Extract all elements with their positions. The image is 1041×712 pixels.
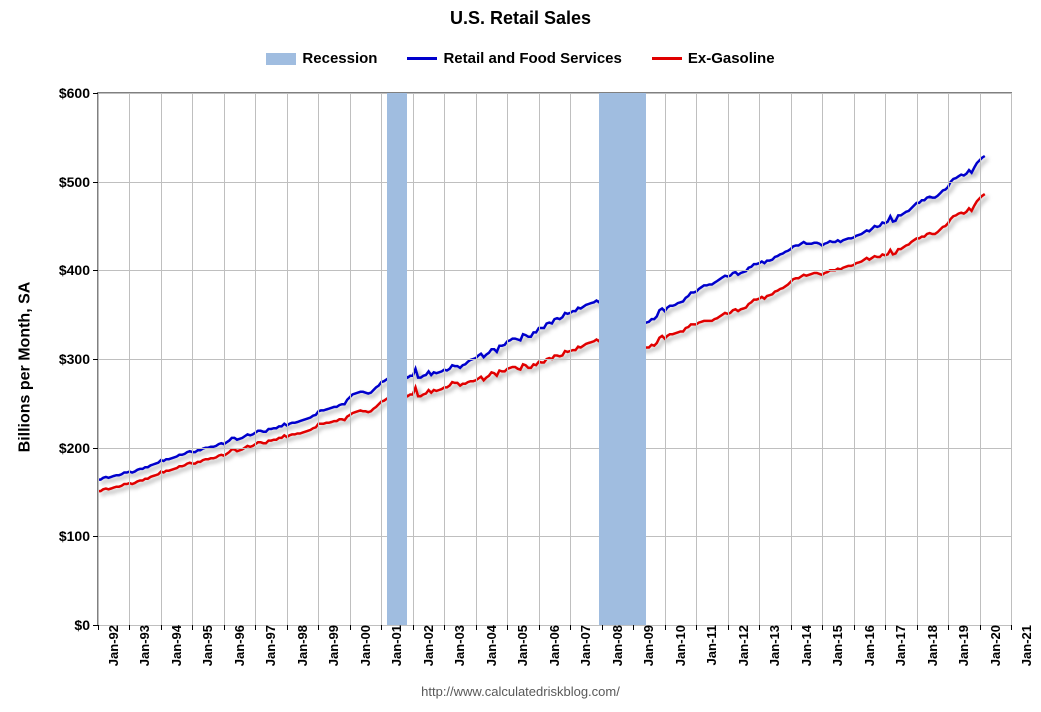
legend-item: Recession [266,50,377,67]
x-tick-label: Jan-04 [476,625,499,666]
gridline-h [98,359,1011,360]
x-tick-label: Jan-92 [98,625,121,666]
x-tick-label: Jan-20 [980,625,1003,666]
gridline-v [696,93,697,625]
gridline-v [917,93,918,625]
gridline-v [161,93,162,625]
x-tick-label: Jan-18 [917,625,940,666]
x-tick-label: Jan-10 [665,625,688,666]
x-tick-label: Jan-05 [507,625,530,666]
gridline-h [98,182,1011,183]
y-tick-label: $100 [59,528,98,544]
recession-band [599,93,646,625]
x-tick-label: Jan-06 [539,625,562,666]
x-tick-label: Jan-11 [696,625,719,665]
gridline-v [1011,93,1012,625]
gridline-v [129,93,130,625]
gridline-v [413,93,414,625]
series-line [98,156,985,480]
legend-swatch [652,57,682,60]
y-tick-label: $200 [59,440,98,456]
gridline-v [98,93,99,625]
gridline-v [444,93,445,625]
y-tick-label: $0 [74,617,98,633]
y-tick-label: $300 [59,351,98,367]
chart-title: U.S. Retail Sales [0,8,1041,29]
x-tick-label: Jan-19 [948,625,971,666]
gridline-h [98,270,1011,271]
y-tick-label: $400 [59,262,98,278]
chart-legend: Recession Retail and Food Services Ex-Gaso… [0,50,1041,67]
x-tick-label: Jan-12 [728,625,751,666]
chart-container: U.S. Retail Sales Recession Retail and Fo… [0,0,1041,712]
legend-item: Ex-Gasoline [652,50,775,67]
gridline-h [98,93,1011,94]
x-tick-label: Jan-02 [413,625,436,666]
x-tick-label: Jan-17 [885,625,908,666]
gridline-v [759,93,760,625]
x-tick-label: Jan-15 [822,625,845,666]
recession-band [387,93,408,625]
gridline-v [381,93,382,625]
x-tick-label: Jan-08 [602,625,625,666]
gridline-v [885,93,886,625]
y-axis-label: Billions per Month, SA [16,282,34,453]
x-tick-label: Jan-96 [224,625,247,666]
x-tick-label: Jan-98 [287,625,310,666]
legend-label: Ex-Gasoline [688,50,775,67]
x-tick-label: Jan-93 [129,625,152,666]
x-tick-label: Jan-01 [381,625,404,666]
x-tick-label: Jan-09 [633,625,656,666]
gridline-v [570,93,571,625]
x-tick-label: Jan-99 [318,625,341,666]
x-tick-label: Jan-00 [350,625,373,666]
gridline-v [476,93,477,625]
legend-label: Retail and Food Services [443,50,621,67]
gridline-v [539,93,540,625]
gridline-v [728,93,729,625]
gridline-v [791,93,792,625]
legend-item: Retail and Food Services [407,50,621,67]
gridline-v [507,93,508,625]
x-tick-label: Jan-95 [192,625,215,666]
plot-area: $0$100$200$300$400$500$600Jan-92Jan-93Ja… [97,92,1012,626]
gridline-v [224,93,225,625]
legend-swatch [266,53,296,65]
gridline-v [980,93,981,625]
x-tick-label: Jan-03 [444,625,467,666]
gridline-v [822,93,823,625]
x-tick-label: Jan-16 [854,625,877,666]
gridline-v [255,93,256,625]
gridline-v [192,93,193,625]
x-tick-label: Jan-97 [255,625,278,666]
x-tick-label: Jan-94 [161,625,184,666]
gridline-h [98,536,1011,537]
x-tick-label: Jan-14 [791,625,814,666]
gridline-v [948,93,949,625]
source-link: http://www.calculatedriskblog.com/ [0,684,1041,699]
gridline-v [665,93,666,625]
gridline-v [318,93,319,625]
x-tick-label: Jan-07 [570,625,593,666]
gridline-v [350,93,351,625]
x-tick-label: Jan-21 [1011,625,1034,666]
gridline-v [287,93,288,625]
y-tick-label: $600 [59,85,98,101]
legend-label: Recession [302,50,377,67]
x-tick-label: Jan-13 [759,625,782,666]
gridline-h [98,448,1011,449]
y-tick-label: $500 [59,174,98,190]
legend-swatch [407,57,437,60]
gridline-v [854,93,855,625]
